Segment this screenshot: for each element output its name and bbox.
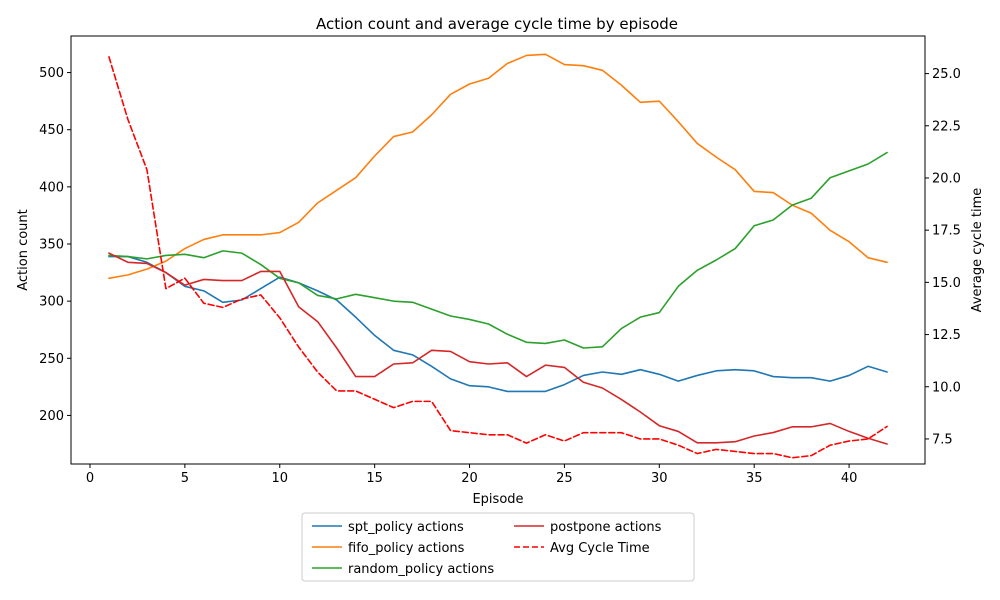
x-tick-label: 30 [651,471,668,486]
x-tick-label: 5 [181,471,189,486]
y-axis-right: 7.5 10.0 12.5 15.0 17.5 20.0 22.5 25.0 [925,67,961,447]
y-left-tick-label: 400 [39,180,64,195]
y-right-tick-label: 15.0 [932,276,961,291]
y-axis-left: 200 250 300 350 400 450 500 [39,66,71,424]
series-line-0 [108,255,888,393]
x-tick-label: 10 [271,471,288,486]
x-tick-label: 40 [841,471,858,486]
y-axis-right-label: Average cycle time [970,188,985,313]
x-tick-label: 0 [86,471,94,486]
legend: spt_policy actions fifo_policy actions r… [301,512,695,582]
legend-item-postpone: postpone actions [514,520,662,535]
y-right-tick-label: 25.0 [932,67,961,82]
legend-label-fifo: fifo_policy actions [348,541,465,556]
legend-item-spt: spt_policy actions [312,520,464,535]
y-left-tick-label: 300 [39,295,64,310]
plot-frame [70,35,926,465]
x-tick-label: 15 [366,471,383,486]
y-right-tick-label: 20.0 [932,171,961,186]
y-right-tick-label: 17.5 [932,224,961,239]
legend-item-avg-cycle-time: Avg Cycle Time [514,541,650,556]
series-line-2 [108,151,888,349]
legend-label-avg-cycle-time: Avg Cycle Time [550,541,650,556]
series-line-4 [108,56,888,459]
y-axis-left-label: Action count [16,209,31,291]
x-axis-label: Episode [472,492,523,507]
x-tick-label: 35 [746,471,763,486]
y-left-tick-label: 450 [39,123,64,138]
y-right-tick-label: 10.0 [932,380,961,395]
y-left-tick-label: 250 [39,352,64,367]
legend-label-postpone: postpone actions [550,520,662,535]
y-right-tick-label: 12.5 [932,328,961,343]
x-tick-label: 20 [461,471,478,486]
legend-label-spt: spt_policy actions [348,520,464,535]
legend-item-fifo: fifo_policy actions [312,541,465,556]
plot-area [108,53,888,459]
legend-item-random: random_policy actions [312,562,494,577]
y-right-tick-label: 7.5 [932,432,953,447]
series-line-3 [108,252,888,445]
chart-title: Action count and average cycle time by e… [316,15,678,33]
legend-label-random: random_policy actions [348,562,494,577]
y-left-tick-label: 500 [39,66,64,81]
series-line-1 [108,53,888,280]
y-right-tick-label: 22.5 [932,119,961,134]
x-tick-label: 25 [556,471,573,486]
legend-frame [301,512,695,582]
y-left-tick-label: 350 [39,238,64,253]
y-left-tick-label: 200 [39,409,64,424]
x-axis: 0 5 10 15 20 25 30 35 40 [86,464,858,486]
